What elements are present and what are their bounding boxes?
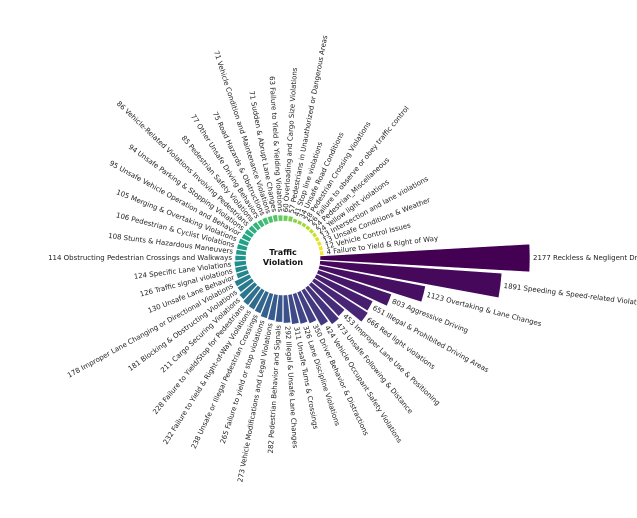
bar-8 xyxy=(304,284,340,325)
bar-15 xyxy=(267,293,279,322)
bar-6 xyxy=(311,277,369,323)
bar-9 xyxy=(300,287,329,327)
bar-4 xyxy=(316,269,393,307)
bar-27 xyxy=(235,249,247,256)
bar-42 xyxy=(296,219,303,226)
bar-32 xyxy=(247,224,258,235)
bar-34 xyxy=(256,218,266,229)
bar-1 xyxy=(319,243,531,273)
bar-43 xyxy=(300,221,308,229)
bar-11 xyxy=(292,292,309,325)
bar-13 xyxy=(282,294,292,324)
bars-group xyxy=(233,214,531,327)
bar-label-32: 86 Vehicle-Related Violations Involving … xyxy=(115,100,251,228)
bar-35 xyxy=(261,216,270,226)
bar-39 xyxy=(282,214,289,222)
bar-26 xyxy=(234,254,247,262)
bar-10 xyxy=(296,290,318,325)
bar-50 xyxy=(319,250,325,256)
bar-21 xyxy=(236,277,255,293)
bar-12 xyxy=(287,293,300,325)
bar-40 xyxy=(287,215,294,223)
bar-45 xyxy=(308,227,315,235)
bar-49 xyxy=(317,245,324,252)
bar-46 xyxy=(311,231,318,239)
chart-title-line-1: Traffic xyxy=(269,248,297,257)
bar-31 xyxy=(243,228,255,239)
bar-label-1: 2177 Reckless & Negligent Driving xyxy=(533,254,637,262)
bar-14 xyxy=(275,294,284,323)
bar-28 xyxy=(236,243,249,252)
bar-24 xyxy=(234,264,249,274)
bar-29 xyxy=(237,237,250,247)
bar-7 xyxy=(308,281,346,317)
bar-22 xyxy=(233,273,253,288)
bar-20 xyxy=(238,281,258,300)
bar-47 xyxy=(313,235,321,243)
bar-36 xyxy=(266,215,274,224)
bar-23 xyxy=(235,269,250,280)
bar-16 xyxy=(259,292,274,319)
chart-title-line-2: Violation xyxy=(263,258,303,267)
bar-17 xyxy=(254,290,270,314)
bar-2 xyxy=(319,260,503,299)
bar-18 xyxy=(247,287,266,311)
bar-label-2: 1891 Speeding & Speed-related Violations xyxy=(503,282,637,309)
bar-33 xyxy=(251,221,262,232)
bar-48 xyxy=(316,240,323,247)
bar-label-26: 114 Obstructing Pedestrian Crossings and… xyxy=(48,254,232,262)
bar-3 xyxy=(317,264,426,303)
bar-19 xyxy=(242,284,262,306)
bar-41 xyxy=(292,217,299,224)
bar-30 xyxy=(240,233,253,243)
bar-38 xyxy=(277,214,284,222)
bar-25 xyxy=(233,260,247,268)
bar-37 xyxy=(271,214,279,223)
bar-44 xyxy=(304,224,312,232)
bar-5 xyxy=(313,273,374,312)
